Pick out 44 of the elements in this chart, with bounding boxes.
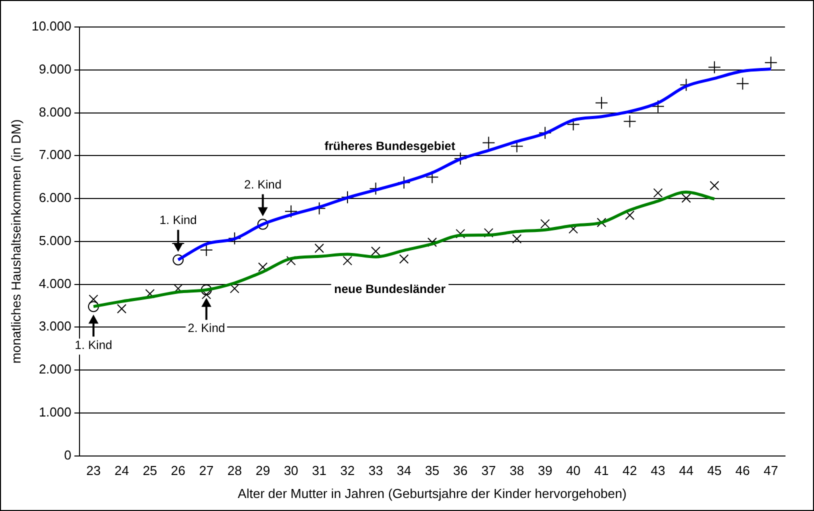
annotation: 2. Kind bbox=[188, 321, 226, 336]
x-tick-label: 47 bbox=[764, 463, 778, 478]
text: neue Bundesländer bbox=[334, 282, 446, 296]
x-tick-label: 34 bbox=[396, 463, 412, 478]
annotation: 2. Kind bbox=[244, 178, 282, 192]
x-tick-label: 44 bbox=[678, 463, 694, 478]
x-tick-label: 42 bbox=[622, 463, 637, 478]
x-tick-label: 32 bbox=[340, 463, 355, 478]
x-tick-label: 46 bbox=[735, 463, 750, 478]
y-tick-label: 7.000 bbox=[38, 147, 72, 162]
y-tick-label: 1.000 bbox=[38, 404, 72, 420]
y-tick-label: 10.000 bbox=[32, 18, 72, 34]
y-tick-label: 2.000 bbox=[38, 362, 72, 377]
y-tick-label: 4.000 bbox=[38, 276, 72, 291]
y-tick-label: 6.000 bbox=[38, 190, 72, 206]
x-tick-label: 35 bbox=[424, 463, 440, 478]
x-tick-label: 41 bbox=[594, 463, 609, 478]
x-tick-label: 26 bbox=[170, 463, 186, 478]
y-tick-label: 3.000 bbox=[38, 318, 72, 334]
x-tick-label: 31 bbox=[312, 463, 327, 478]
x-tick-label: 23 bbox=[86, 463, 101, 478]
x-tick-label: 45 bbox=[707, 463, 722, 478]
y-axis-title: monatliches Haushaltseinkommen (in DM) bbox=[8, 119, 24, 364]
x-tick-label: 29 bbox=[256, 463, 270, 478]
series-label: früheres Bundesgebiet bbox=[324, 138, 456, 153]
x-tick-label: 33 bbox=[368, 463, 383, 478]
x-tick-label: 28 bbox=[227, 463, 242, 478]
y-tick-label: 0 bbox=[64, 447, 72, 462]
y-tick-label: 9.000 bbox=[38, 61, 72, 76]
x-tick-label: 37 bbox=[481, 463, 496, 478]
annotation: 1. Kind bbox=[159, 213, 197, 228]
x-tick-label: 39 bbox=[538, 463, 552, 478]
x-tick-label: 38 bbox=[510, 463, 524, 478]
x-tick-label: 36 bbox=[453, 463, 468, 478]
x-tick-label: 30 bbox=[284, 463, 298, 478]
annotation: 1. Kind bbox=[74, 338, 112, 352]
x-tick-label: 40 bbox=[566, 463, 581, 478]
y-tick-label: 8.000 bbox=[38, 104, 72, 120]
y-tick-label: 5.000 bbox=[38, 232, 72, 248]
x-tick-label: 25 bbox=[142, 463, 158, 478]
x-tick-label: 27 bbox=[199, 463, 214, 478]
x-tick-label: 43 bbox=[650, 463, 666, 478]
x-axis-title: Alter der Mutter in Jahren (Geburtsjahre der Kinder hervorgehoben) bbox=[238, 486, 627, 501]
x-tick-label: 24 bbox=[114, 463, 129, 478]
